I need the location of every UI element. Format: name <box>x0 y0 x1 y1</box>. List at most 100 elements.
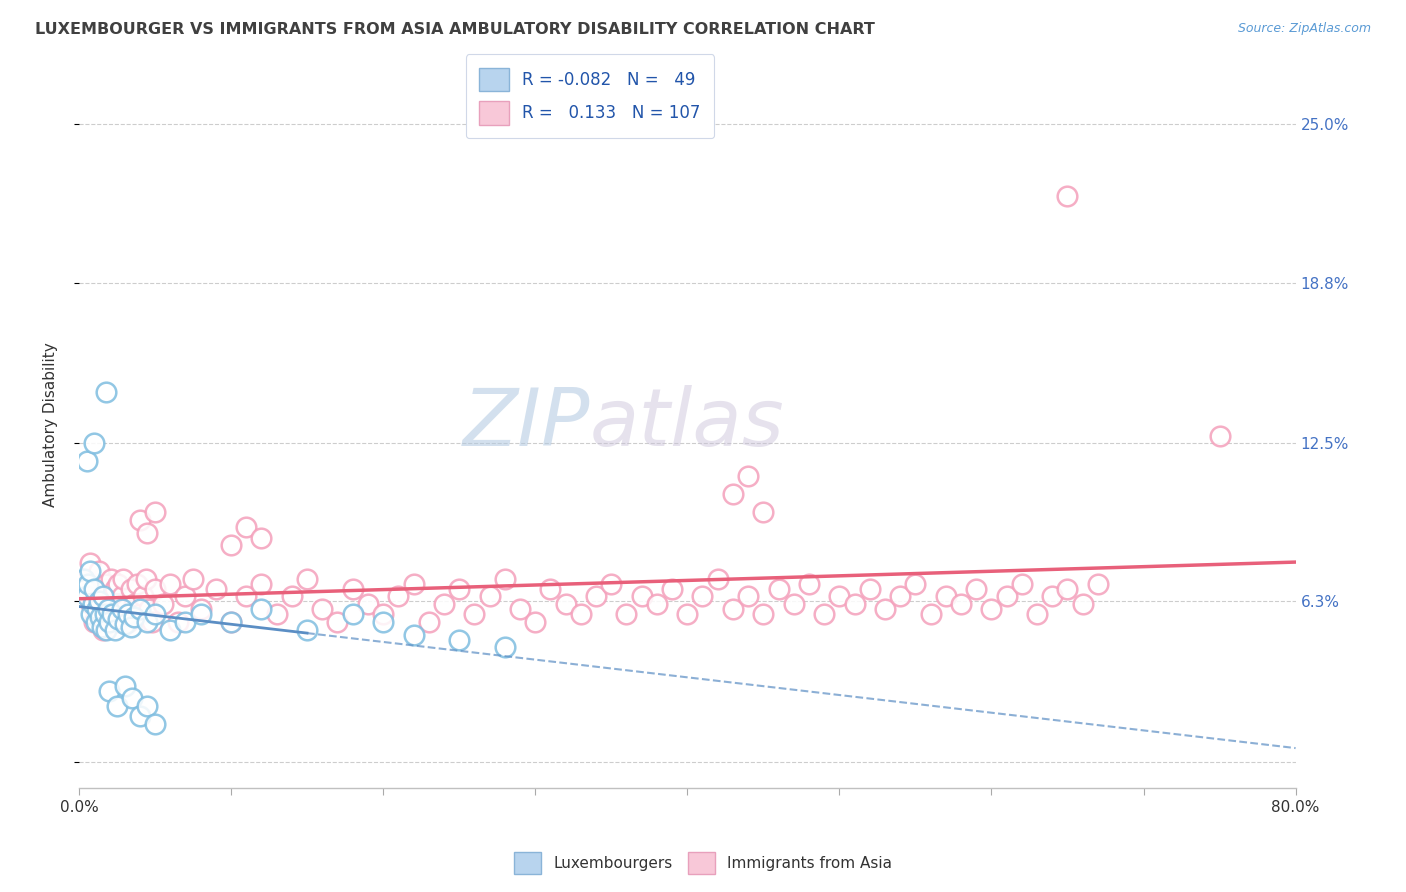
Point <box>706 572 728 586</box>
Point <box>159 576 181 591</box>
Point <box>494 572 516 586</box>
Point <box>152 597 174 611</box>
Point <box>166 615 188 629</box>
Point <box>190 602 212 616</box>
Point <box>1071 597 1094 611</box>
Point <box>121 691 143 706</box>
Point <box>87 594 110 608</box>
Point <box>235 590 257 604</box>
Point <box>342 582 364 596</box>
Point <box>114 617 136 632</box>
Point <box>80 607 103 622</box>
Point <box>90 620 112 634</box>
Point <box>105 615 128 629</box>
Point <box>813 607 835 622</box>
Point <box>190 607 212 622</box>
Text: atlas: atlas <box>591 385 785 463</box>
Point <box>797 576 820 591</box>
Point <box>433 597 456 611</box>
Point <box>89 609 111 624</box>
Point <box>101 615 124 629</box>
Point <box>449 582 471 596</box>
Point <box>128 709 150 723</box>
Point <box>76 454 98 468</box>
Point <box>600 576 623 591</box>
Point <box>112 572 135 586</box>
Point <box>630 590 652 604</box>
Point <box>205 582 228 596</box>
Point <box>143 505 166 519</box>
Point <box>86 602 108 616</box>
Point <box>418 615 440 629</box>
Point <box>98 683 121 698</box>
Point <box>554 597 576 611</box>
Point <box>904 576 927 591</box>
Point <box>752 607 775 622</box>
Point <box>737 469 759 483</box>
Point <box>1208 428 1230 442</box>
Point <box>250 576 273 591</box>
Point <box>138 602 160 616</box>
Point <box>120 582 142 596</box>
Point <box>96 576 118 591</box>
Point <box>110 590 132 604</box>
Text: Source: ZipAtlas.com: Source: ZipAtlas.com <box>1237 22 1371 36</box>
Point <box>117 615 139 629</box>
Point <box>79 556 101 570</box>
Point <box>463 607 485 622</box>
Point <box>105 699 128 714</box>
Point <box>752 505 775 519</box>
Point <box>120 620 142 634</box>
Point <box>920 607 942 622</box>
Point <box>371 607 394 622</box>
Point <box>96 623 118 637</box>
Point <box>90 582 112 596</box>
Point <box>143 717 166 731</box>
Point <box>828 590 851 604</box>
Point <box>104 623 127 637</box>
Point <box>114 679 136 693</box>
Point <box>494 640 516 655</box>
Point <box>692 590 714 604</box>
Point <box>100 572 122 586</box>
Point <box>889 590 911 604</box>
Point <box>87 564 110 578</box>
Point <box>737 590 759 604</box>
Point <box>721 602 744 616</box>
Point <box>402 576 425 591</box>
Point <box>122 597 145 611</box>
Point <box>132 590 155 604</box>
Point <box>661 582 683 596</box>
Point <box>524 615 547 629</box>
Point <box>219 615 242 629</box>
Point <box>80 597 103 611</box>
Text: ZIP: ZIP <box>463 385 591 463</box>
Point <box>143 582 166 596</box>
Point <box>569 607 592 622</box>
Text: LUXEMBOURGER VS IMMIGRANTS FROM ASIA AMBULATORY DISABILITY CORRELATION CHART: LUXEMBOURGER VS IMMIGRANTS FROM ASIA AMB… <box>35 22 875 37</box>
Point <box>83 582 105 596</box>
Legend: R = -0.082   N =   49, R =   0.133   N = 107: R = -0.082 N = 49, R = 0.133 N = 107 <box>465 54 714 138</box>
Point <box>181 572 204 586</box>
Point <box>97 607 120 622</box>
Point <box>79 564 101 578</box>
Point <box>980 602 1002 616</box>
Point <box>965 582 987 596</box>
Point <box>89 607 111 622</box>
Point <box>1026 607 1049 622</box>
Point <box>935 590 957 604</box>
Point <box>122 609 145 624</box>
Point <box>235 520 257 534</box>
Point <box>101 607 124 622</box>
Point <box>859 582 882 596</box>
Point <box>128 513 150 527</box>
Point <box>295 572 318 586</box>
Point <box>585 590 607 604</box>
Point <box>82 576 104 591</box>
Point <box>117 607 139 622</box>
Point <box>110 602 132 616</box>
Point <box>1040 590 1063 604</box>
Point <box>98 615 121 629</box>
Point <box>128 602 150 616</box>
Point <box>128 607 150 622</box>
